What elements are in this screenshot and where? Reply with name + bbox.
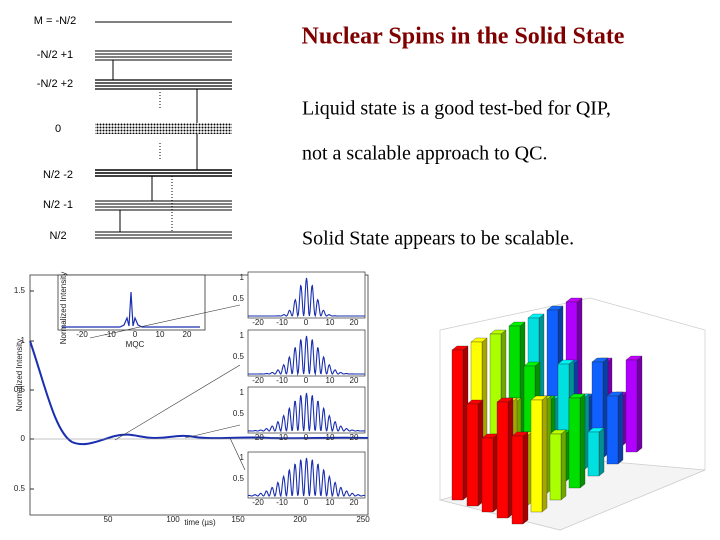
level-label: N/2 -1 — [43, 199, 73, 211]
bar-front — [625, 359, 638, 453]
x-tick-label: -20 — [76, 330, 88, 339]
x-tick-label: -10 — [276, 318, 288, 327]
y-tick-label: 0.5 — [14, 484, 26, 493]
y-tick-label: 0.5 — [233, 409, 245, 418]
inset-label: MQC — [126, 340, 145, 349]
slide-title: Nuclear Spins in the Solid State — [302, 24, 625, 50]
x-tick-label: -20 — [252, 498, 264, 507]
x-tick-label: -20 — [252, 318, 264, 327]
bar-side — [617, 391, 624, 465]
bar-front — [530, 399, 543, 513]
x-tick-label: 100 — [166, 515, 180, 524]
x-tick-label: 250 — [356, 515, 370, 524]
decay-plot: Normalized Intensity time (µs) MQC Norma… — [14, 272, 370, 527]
x-tick-label: 10 — [326, 498, 335, 507]
y-tick-label: 0.5 — [233, 352, 245, 361]
bar-front — [451, 349, 464, 501]
level-label: N/2 — [49, 230, 66, 242]
y-tick-label: 0.5 — [14, 385, 26, 394]
level-label: 0 — [55, 123, 61, 135]
level-label: -N/2 +2 — [37, 78, 73, 90]
panel-trace — [248, 277, 365, 318]
x-tick-label: 10 — [326, 318, 335, 327]
bar-front — [481, 437, 494, 513]
x-tick-label: 20 — [350, 376, 359, 385]
x-tick-label: -10 — [276, 498, 288, 507]
x-tick-label: 20 — [350, 433, 359, 442]
bullet-text: Solid State appears to be scalable. — [302, 228, 574, 250]
bullet-text: Liquid state is a good test-bed for QIP, — [302, 98, 611, 120]
bar-side — [522, 431, 529, 525]
bar-front — [496, 401, 509, 519]
x-tick-label: 0 — [304, 318, 309, 327]
bar-front — [568, 397, 581, 489]
panel-trace — [248, 335, 365, 376]
y-tick-label: 0.5 — [233, 474, 245, 483]
level-label: N/2 -2 — [43, 169, 73, 181]
bar-side — [598, 427, 605, 477]
axis-label: Normalized Intensity — [59, 272, 68, 344]
y-tick-label: 0 — [21, 434, 26, 443]
x-tick-label: 0 — [304, 433, 309, 442]
y-tick-label: 1 — [240, 388, 245, 397]
x-tick-label: 0 — [133, 330, 138, 339]
bar-front — [587, 431, 600, 477]
x-tick-label: 10 — [156, 330, 165, 339]
x-tick-label: 50 — [104, 515, 113, 524]
bar-front — [511, 435, 524, 525]
panel-trace — [247, 457, 366, 498]
bar-front — [549, 433, 562, 501]
x-tick-label: 10 — [326, 433, 335, 442]
bar-side — [541, 395, 548, 513]
x-tick-label: -10 — [104, 330, 116, 339]
y-tick-label: 1 — [240, 273, 245, 282]
axis-label: time (µs) — [184, 518, 216, 527]
bar-side — [636, 355, 643, 453]
bullet-text: not a scalable approach to QC. — [302, 143, 547, 165]
y-tick-label: 1 — [240, 453, 245, 462]
level-label: M = -N/2 — [34, 15, 76, 27]
x-tick-label: 20 — [350, 318, 359, 327]
energy-diagram — [95, 21, 232, 239]
y-tick-label: 1.5 — [14, 286, 26, 295]
level-label: -N/2 +1 — [37, 49, 73, 61]
x-tick-label: -10 — [276, 433, 288, 442]
x-tick-label: 200 — [293, 515, 307, 524]
y-tick-label: 1 — [240, 331, 245, 340]
x-tick-label: 20 — [350, 498, 359, 507]
x-tick-label: 20 — [183, 330, 192, 339]
bar-side — [560, 429, 567, 501]
x-tick-label: 0 — [304, 498, 309, 507]
bar-front — [466, 403, 479, 507]
bar-front — [606, 395, 619, 465]
x-tick-label: -20 — [252, 433, 264, 442]
y-tick-label: 1 — [21, 336, 26, 345]
x-tick-label: -10 — [276, 376, 288, 385]
bar-side — [579, 393, 586, 489]
axis-label: Normalized Intensity — [15, 339, 24, 411]
x-tick-label: 0 — [304, 376, 309, 385]
x-tick-label: 150 — [231, 515, 245, 524]
x-tick-label: -20 — [252, 376, 264, 385]
y-tick-label: 0.5 — [233, 294, 245, 303]
panel-trace — [248, 392, 365, 433]
x-tick-label: 10 — [326, 376, 335, 385]
bar-chart-3d — [438, 297, 706, 531]
